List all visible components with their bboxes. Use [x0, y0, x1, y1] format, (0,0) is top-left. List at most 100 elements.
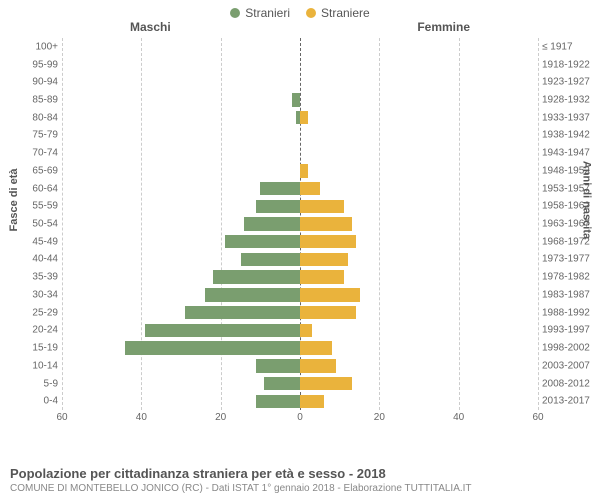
- bar-female: [300, 306, 356, 319]
- birth-year-label: 1998-2002: [542, 343, 598, 354]
- pyramid-row: 15-191998-2002: [62, 339, 538, 357]
- x-tick: 20: [215, 412, 226, 423]
- pyramid-row: 40-441973-1977: [62, 251, 538, 269]
- birth-year-label: 1928-1932: [542, 95, 598, 106]
- pyramid-row: 80-841933-1937: [62, 109, 538, 127]
- birth-year-label: 2003-2007: [542, 360, 598, 371]
- pyramid-row: 55-591958-1962: [62, 197, 538, 215]
- age-label: 60-64: [22, 183, 58, 194]
- birth-year-label: ≤ 1917: [542, 41, 598, 52]
- legend: Stranieri Straniere: [0, 0, 600, 20]
- x-tick: 40: [453, 412, 464, 423]
- bar-female: [300, 200, 344, 213]
- bar-male: [244, 217, 300, 230]
- x-tick: 0: [297, 412, 303, 423]
- bar-female: [300, 217, 352, 230]
- x-axis: 6040200204060: [62, 410, 538, 430]
- pyramid-row: 85-891928-1932: [62, 91, 538, 109]
- bar-male: [260, 182, 300, 195]
- bar-female: [300, 253, 348, 266]
- grid-line: [538, 38, 539, 410]
- bar-male: [185, 306, 300, 319]
- rows-container: 100+≤ 191795-991918-192290-941923-192785…: [62, 38, 538, 410]
- chart-subtitle: COMUNE DI MONTEBELLO JONICO (RC) - Dati …: [10, 483, 590, 494]
- age-label: 40-44: [22, 254, 58, 265]
- birth-year-label: 1973-1977: [542, 254, 598, 265]
- footer: Popolazione per cittadinanza straniera p…: [10, 466, 590, 494]
- pyramid-row: 35-391978-1982: [62, 268, 538, 286]
- age-label: 25-29: [22, 307, 58, 318]
- y-axis-label-left: Fasce di età: [8, 169, 20, 232]
- birth-year-label: 1923-1927: [542, 77, 598, 88]
- age-label: 100+: [22, 41, 58, 52]
- age-label: 45-49: [22, 236, 58, 247]
- pyramid-row: 20-241993-1997: [62, 322, 538, 340]
- x-tick: 60: [56, 412, 67, 423]
- age-label: 95-99: [22, 59, 58, 70]
- chart-title: Popolazione per cittadinanza straniera p…: [10, 466, 590, 481]
- bar-male: [213, 270, 300, 283]
- pyramid-row: 70-741943-1947: [62, 144, 538, 162]
- age-label: 75-79: [22, 130, 58, 141]
- bar-male: [256, 200, 300, 213]
- birth-year-label: 1978-1982: [542, 272, 598, 283]
- bar-male: [225, 235, 300, 248]
- age-label: 50-54: [22, 219, 58, 230]
- bar-female: [300, 270, 344, 283]
- bar-female: [300, 235, 356, 248]
- birth-year-label: 1953-1957: [542, 183, 598, 194]
- pyramid-row: 5-92008-2012: [62, 375, 538, 393]
- pyramid-row: 90-941923-1927: [62, 73, 538, 91]
- pyramid-row: 45-491968-1972: [62, 233, 538, 251]
- age-label: 30-34: [22, 289, 58, 300]
- pyramid-row: 10-142003-2007: [62, 357, 538, 375]
- birth-year-label: 1948-1952: [542, 165, 598, 176]
- bar-female: [300, 164, 308, 177]
- bar-male: [125, 341, 300, 354]
- pyramid-row: 75-791938-1942: [62, 127, 538, 145]
- bar-female: [300, 288, 360, 301]
- pyramid-row: 50-541963-1967: [62, 215, 538, 233]
- plot-area: 100+≤ 191795-991918-192290-941923-192785…: [62, 38, 538, 430]
- age-label: 5-9: [22, 378, 58, 389]
- x-tick: 20: [374, 412, 385, 423]
- population-pyramid-chart: Stranieri Straniere Maschi Femmine Fasce…: [0, 0, 600, 500]
- swatch-male: [230, 8, 240, 18]
- x-tick: 60: [532, 412, 543, 423]
- column-titles: Maschi Femmine: [0, 20, 600, 36]
- pyramid-row: 30-341983-1987: [62, 286, 538, 304]
- bar-female: [300, 377, 352, 390]
- bar-male: [256, 395, 300, 408]
- birth-year-label: 1993-1997: [542, 325, 598, 336]
- age-label: 0-4: [22, 396, 58, 407]
- bar-female: [300, 182, 320, 195]
- birth-year-label: 1988-1992: [542, 307, 598, 318]
- pyramid-row: 95-991918-1922: [62, 56, 538, 74]
- bar-female: [300, 111, 308, 124]
- pyramid-row: 60-641953-1957: [62, 180, 538, 198]
- birth-year-label: 1933-1937: [542, 112, 598, 123]
- birth-year-label: 1968-1972: [542, 236, 598, 247]
- birth-year-label: 2013-2017: [542, 396, 598, 407]
- birth-year-label: 1963-1967: [542, 219, 598, 230]
- bar-male: [256, 359, 300, 372]
- pyramid-row: 25-291988-1992: [62, 304, 538, 322]
- birth-year-label: 1938-1942: [542, 130, 598, 141]
- age-label: 70-74: [22, 148, 58, 159]
- age-label: 85-89: [22, 95, 58, 106]
- birth-year-label: 1983-1987: [542, 289, 598, 300]
- birth-year-label: 1943-1947: [542, 148, 598, 159]
- col-title-right: Femmine: [417, 20, 470, 34]
- bar-male: [264, 377, 300, 390]
- pyramid-row: 100+≤ 1917: [62, 38, 538, 56]
- age-label: 55-59: [22, 201, 58, 212]
- pyramid-row: 65-691948-1952: [62, 162, 538, 180]
- bar-female: [300, 324, 312, 337]
- bar-female: [300, 359, 336, 372]
- age-label: 35-39: [22, 272, 58, 283]
- bar-male: [145, 324, 300, 337]
- x-tick: 40: [136, 412, 147, 423]
- bar-male: [241, 253, 301, 266]
- birth-year-label: 1918-1922: [542, 59, 598, 70]
- age-label: 90-94: [22, 77, 58, 88]
